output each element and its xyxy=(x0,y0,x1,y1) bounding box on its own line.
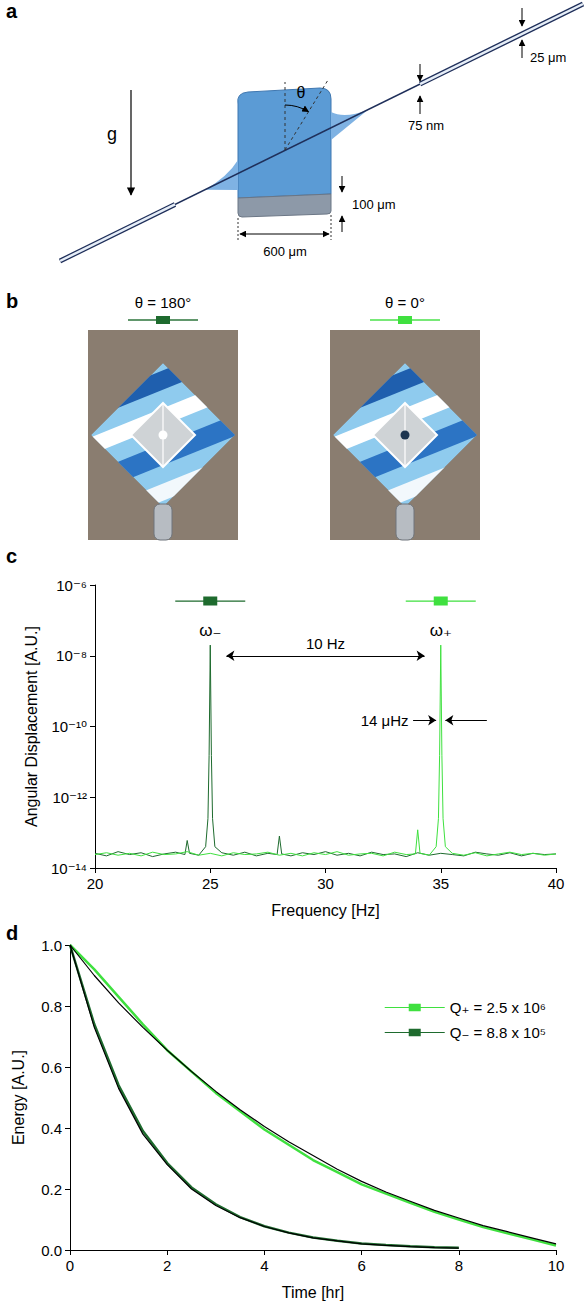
svg-text:4: 4 xyxy=(260,1257,268,1274)
html-text:a: a xyxy=(6,0,18,22)
svg-text:0.8: 0.8 xyxy=(41,998,62,1015)
svg-text:10⁻¹⁴: 10⁻¹⁴ xyxy=(51,860,87,877)
svg-text:6: 6 xyxy=(357,1257,365,1274)
svg-text:ω₊: ω₊ xyxy=(430,621,452,640)
svg-text:Q₊ = 2.5 x 10⁶: Q₊ = 2.5 x 10⁶ xyxy=(450,999,546,1016)
svg-text:0.4: 0.4 xyxy=(41,1120,62,1137)
svg-text:10⁻¹⁰: 10⁻¹⁰ xyxy=(51,718,87,735)
svg-text:1.0: 1.0 xyxy=(41,937,62,954)
svg-text:θ: θ xyxy=(297,84,306,101)
svg-text:0.6: 0.6 xyxy=(41,1059,62,1076)
svg-text:10⁻⁸: 10⁻⁸ xyxy=(56,647,87,664)
svg-text:25 μm: 25 μm xyxy=(530,50,566,65)
svg-text:Angular Displacement [A.U.]: Angular Displacement [A.U.] xyxy=(23,626,40,827)
svg-text:Energy [A.U.]: Energy [A.U.] xyxy=(10,1050,27,1145)
svg-text:10: 10 xyxy=(548,1257,565,1274)
svg-text:θ = 0°: θ = 0° xyxy=(385,294,425,311)
html-text:c: c xyxy=(6,545,18,567)
html-text:d: d xyxy=(6,922,19,944)
svg-text:0.0: 0.0 xyxy=(41,1242,62,1259)
svg-text:θ = 180°: θ = 180° xyxy=(135,294,191,311)
html-text:b: b xyxy=(6,290,19,312)
svg-text:14 μHz: 14 μHz xyxy=(361,712,409,729)
svg-text:10⁻¹²: 10⁻¹² xyxy=(52,789,87,806)
svg-text:0: 0 xyxy=(66,1257,74,1274)
svg-text:20: 20 xyxy=(87,875,104,892)
svg-text:g: g xyxy=(107,124,117,144)
svg-text:600 μm: 600 μm xyxy=(263,244,307,259)
svg-text:ω₋: ω₋ xyxy=(199,621,221,640)
svg-text:25: 25 xyxy=(202,875,219,892)
svg-text:40: 40 xyxy=(548,875,565,892)
svg-text:10⁻⁶: 10⁻⁶ xyxy=(56,577,87,594)
svg-text:100 μm: 100 μm xyxy=(352,197,396,212)
svg-text:Q₋ = 8.8 x 10⁵: Q₋ = 8.8 x 10⁵ xyxy=(450,1024,546,1041)
svg-text:Frequency [Hz]: Frequency [Hz] xyxy=(271,902,379,919)
svg-text:0.2: 0.2 xyxy=(41,1181,62,1198)
svg-text:30: 30 xyxy=(317,875,334,892)
svg-text:8: 8 xyxy=(455,1257,463,1274)
svg-text:Time [hr]: Time [hr] xyxy=(282,1284,345,1301)
svg-text:10 Hz: 10 Hz xyxy=(306,635,345,652)
svg-text:75 nm: 75 nm xyxy=(408,118,444,133)
svg-text:35: 35 xyxy=(432,875,449,892)
svg-text:2: 2 xyxy=(163,1257,171,1274)
